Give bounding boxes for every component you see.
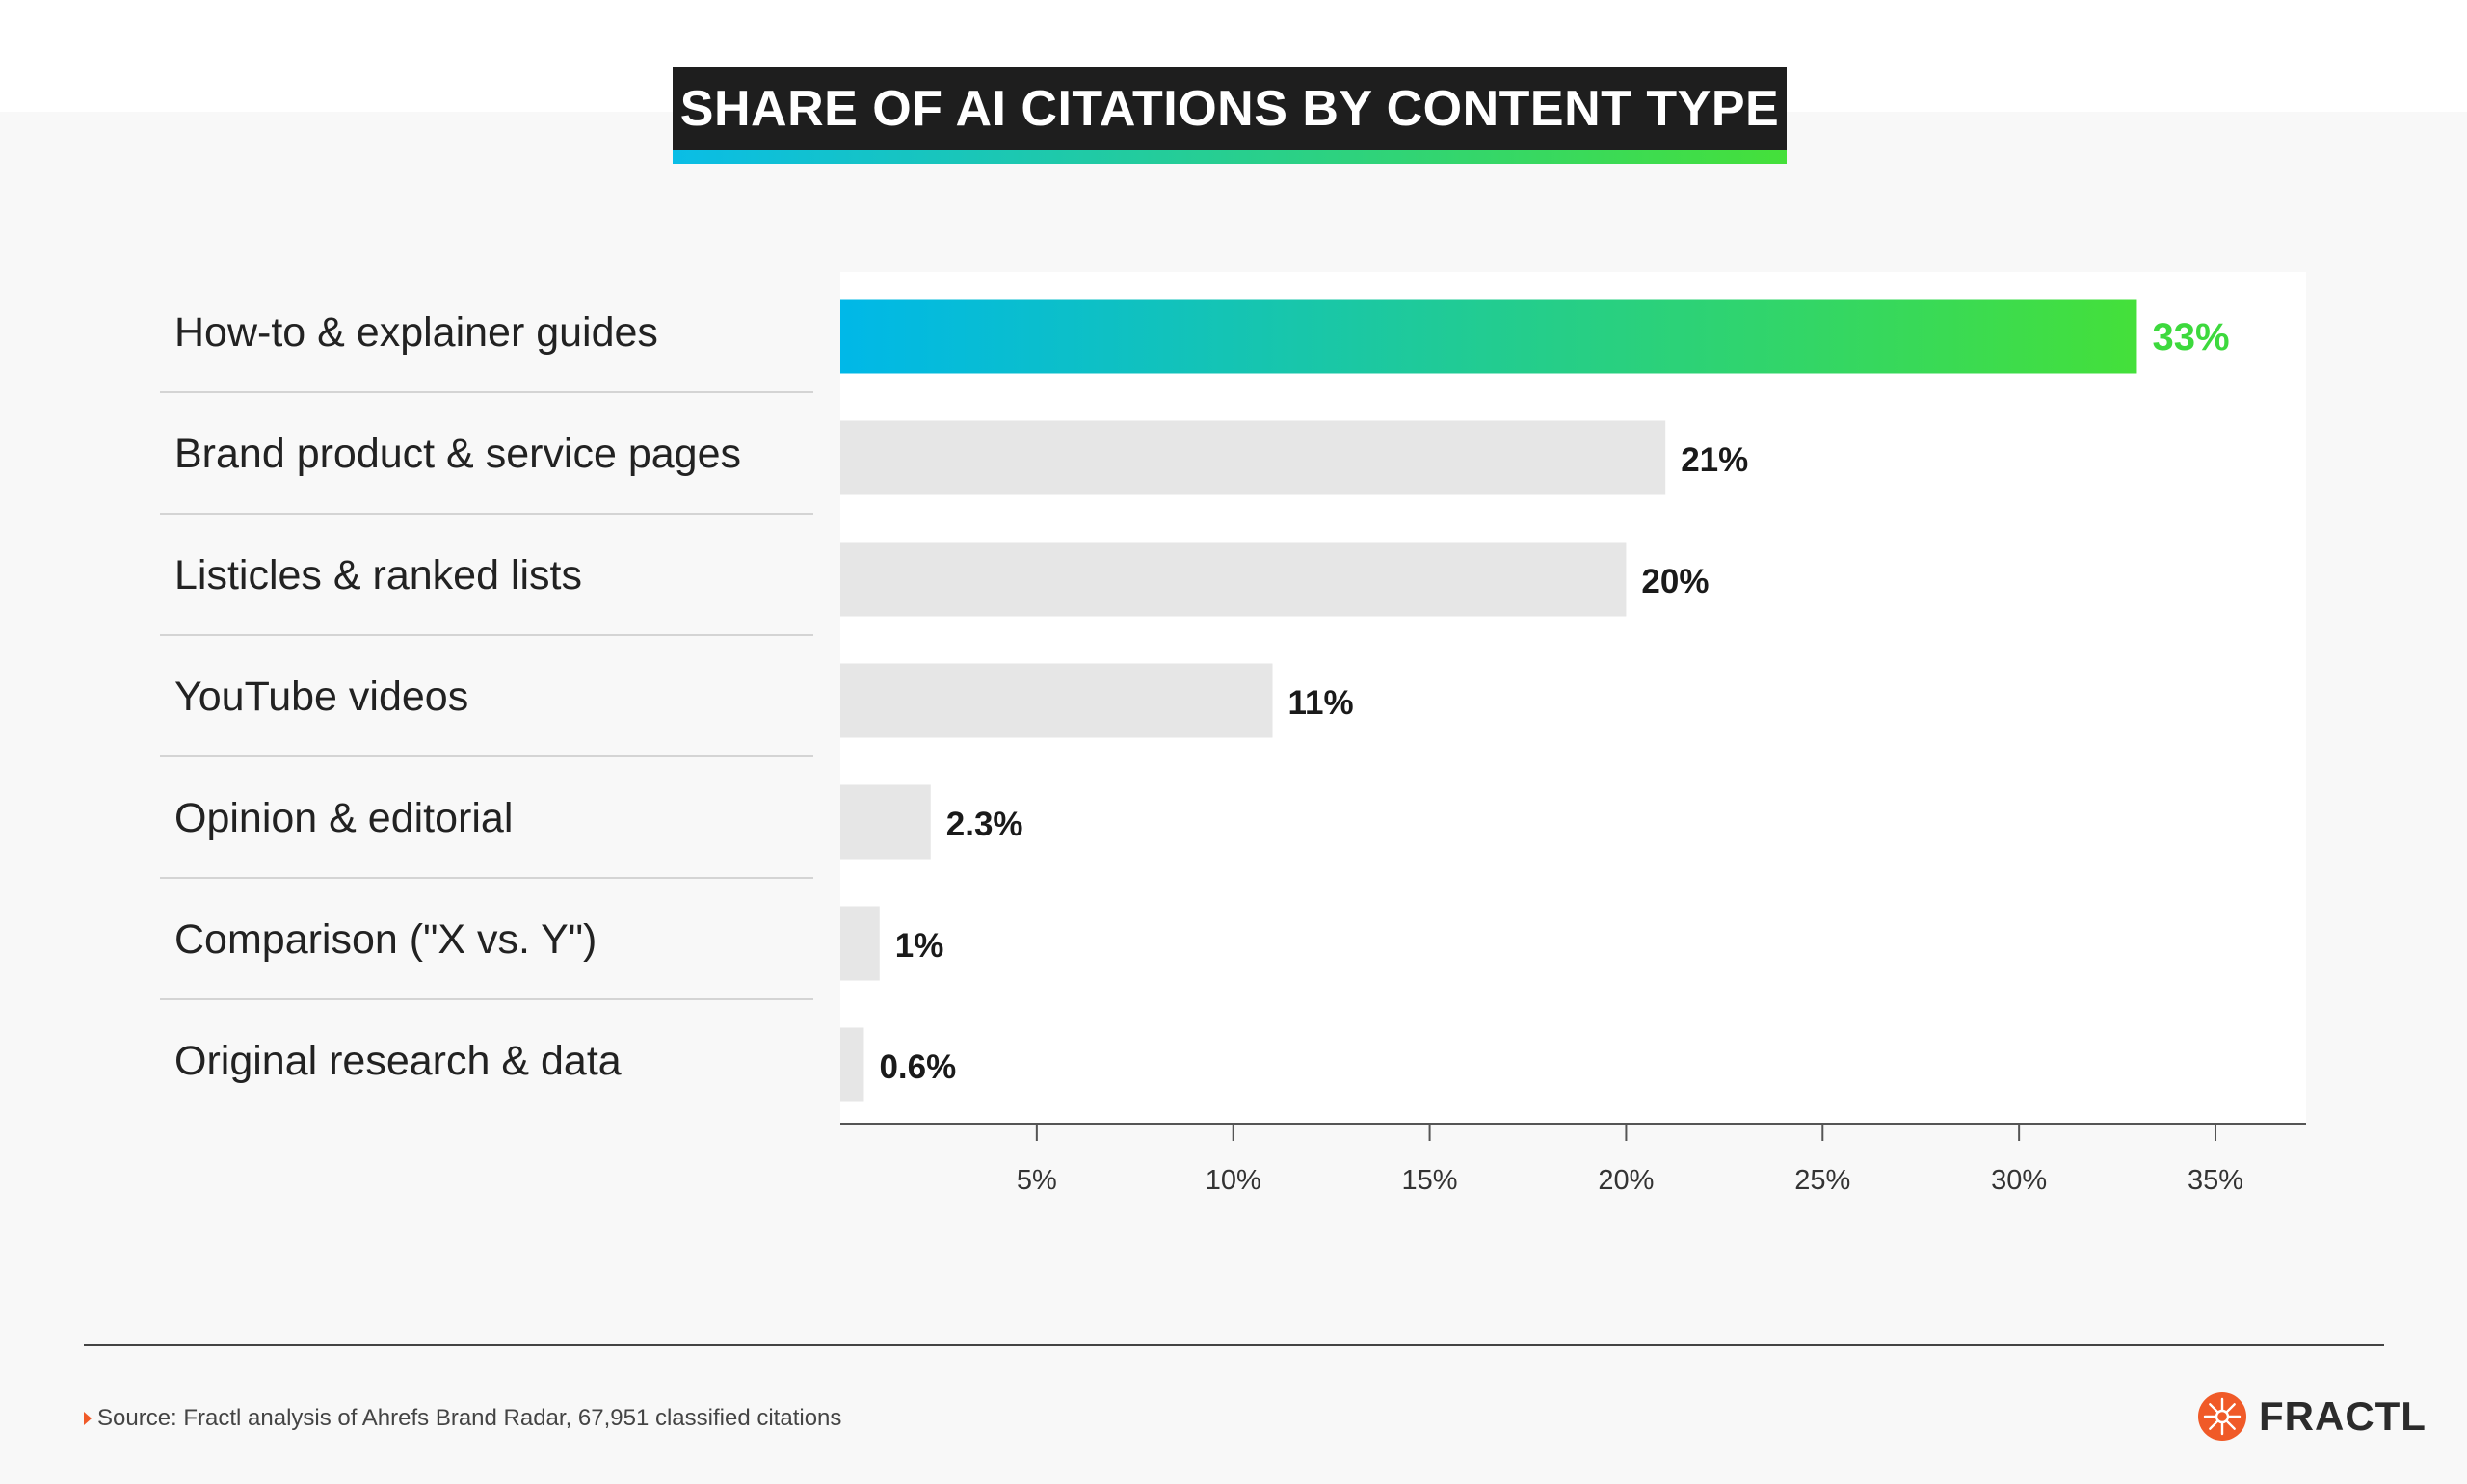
row-divider	[160, 634, 813, 636]
row-divider	[160, 391, 813, 393]
value-label: 2.3%	[946, 806, 1023, 843]
row-divider	[160, 998, 813, 1000]
source-text: Source: Fractl analysis of Ahrefs Brand …	[97, 1405, 842, 1431]
x-tick-label: 20%	[1598, 1165, 1654, 1196]
fractl-burst-icon	[2198, 1392, 2246, 1441]
chart-title: SHARE OF AI CITATIONS BY CONTENT TYPE	[679, 81, 1780, 137]
fractl-logo: FRACTL	[2197, 1391, 2427, 1442]
value-label: 33%	[2152, 316, 2229, 358]
category-row: YouTube videos	[160, 636, 813, 757]
chart-title-banner: SHARE OF AI CITATIONS BY CONTENT TYPE	[673, 67, 1787, 164]
x-tick-label: 15%	[1402, 1165, 1458, 1196]
source-arrow-icon	[84, 1412, 92, 1425]
x-tick-label: 35%	[2188, 1165, 2243, 1196]
value-label: 1%	[895, 927, 944, 965]
bar	[840, 784, 931, 860]
category-label: Comparison ("X vs. Y")	[174, 915, 597, 963]
category-label: Opinion & editorial	[174, 794, 514, 841]
category-row: Listicles & ranked lists	[160, 515, 813, 636]
value-label: 21%	[1681, 441, 1748, 479]
category-row: Opinion & editorial	[160, 757, 813, 879]
value-label: 20%	[1641, 563, 1709, 600]
x-tick-label: 10%	[1206, 1165, 1261, 1196]
bar	[840, 1027, 864, 1102]
category-label: YouTube videos	[174, 673, 469, 720]
bar	[840, 906, 880, 981]
row-divider	[160, 755, 813, 757]
x-tick-label: 5%	[1017, 1165, 1057, 1196]
bar	[840, 420, 1666, 495]
category-row: Comparison ("X vs. Y")	[160, 879, 813, 1000]
category-row: How-to & explainer guides	[160, 272, 813, 393]
value-label: 0.6%	[879, 1048, 956, 1086]
bar	[840, 542, 1627, 617]
x-tick-label: 25%	[1794, 1165, 1850, 1196]
row-divider	[160, 877, 813, 879]
source-note: Source: Fractl analysis of Ahrefs Brand …	[84, 1399, 841, 1438]
footer-divider	[84, 1344, 2384, 1346]
category-row: Original research & data	[160, 1000, 813, 1122]
category-row: Brand product & service pages	[160, 393, 813, 515]
bar	[840, 663, 1273, 738]
value-label: 11%	[1287, 684, 1353, 722]
category-label: Original research & data	[174, 1037, 622, 1084]
row-divider	[160, 513, 813, 515]
x-tick-label: 30%	[1991, 1165, 2047, 1196]
logo-wordmark: FRACTL	[2259, 1393, 2427, 1439]
category-label: Brand product & service pages	[174, 430, 741, 477]
bar	[840, 299, 2137, 374]
category-label: Listicles & ranked lists	[174, 551, 582, 598]
title-accent-bar	[673, 150, 1787, 164]
category-label: How-to & explainer guides	[174, 308, 658, 356]
